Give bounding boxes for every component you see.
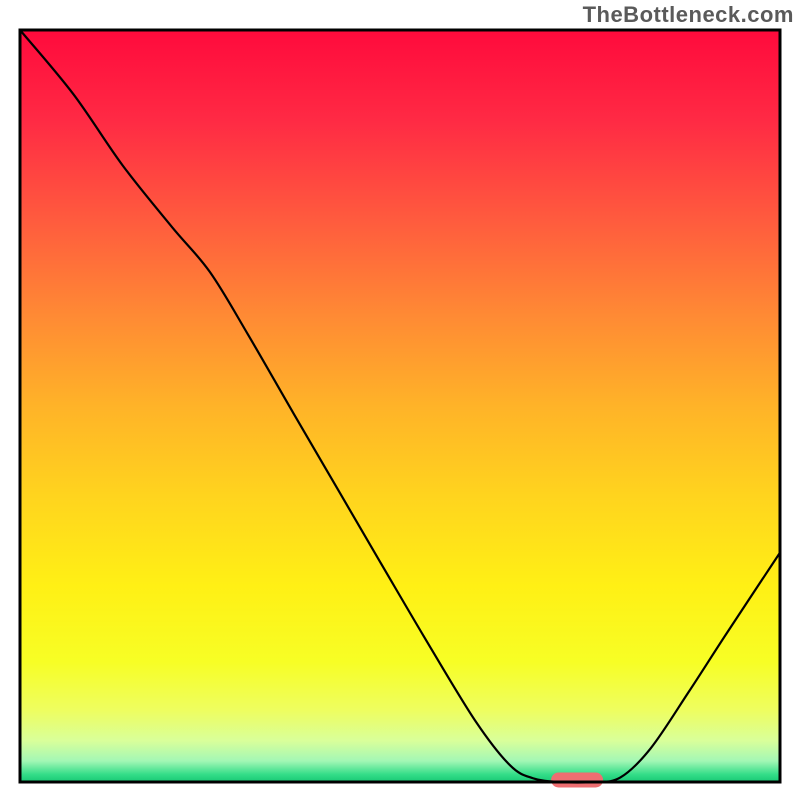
chart-container: TheBottleneck.com	[0, 0, 800, 800]
gradient-curve-chart	[0, 0, 800, 800]
minimum-marker	[551, 773, 603, 788]
watermark-label: TheBottleneck.com	[583, 2, 794, 28]
plot-background	[20, 30, 780, 782]
